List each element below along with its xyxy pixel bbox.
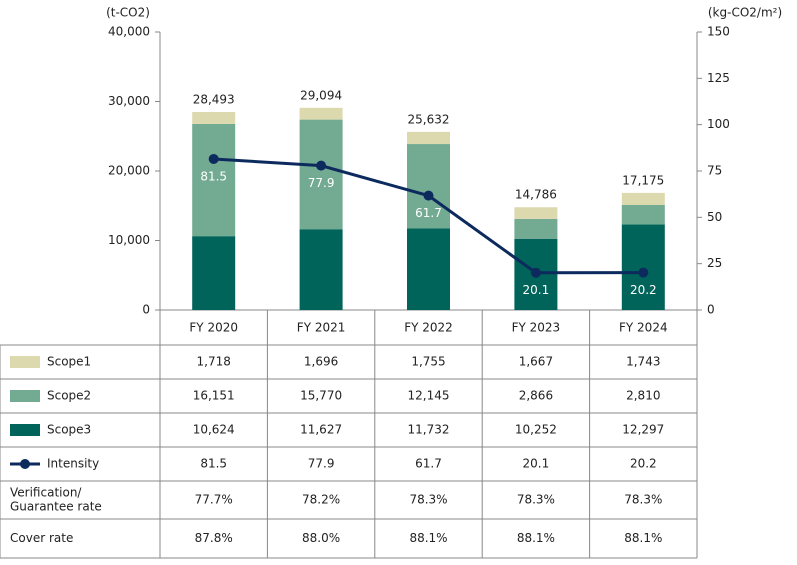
y2-tick-label: 125 xyxy=(707,71,730,85)
intensity-point xyxy=(423,190,434,201)
table-cell: 20.1 xyxy=(523,457,550,471)
intensity-point xyxy=(638,267,649,278)
total-label: 29,094 xyxy=(300,88,342,102)
y2-tick-label: 75 xyxy=(707,164,722,178)
table-row-label: Guarantee rate xyxy=(10,500,102,514)
y-axis-unit: (t-CO2) xyxy=(106,6,150,20)
legend-label: Scope3 xyxy=(47,423,91,437)
table-cell: 2,810 xyxy=(626,389,660,403)
table-cell: 77.9 xyxy=(308,457,335,471)
legend-label: Scope1 xyxy=(47,355,91,369)
table-cell: 11,627 xyxy=(300,423,342,437)
table-cell: 1,755 xyxy=(411,355,445,369)
legend-swatch xyxy=(10,356,40,368)
intensity-label: 20.2 xyxy=(630,283,657,297)
table-cell: 1,696 xyxy=(304,355,338,369)
y2-tick-label: 100 xyxy=(707,117,730,131)
x-tick-label: FY 2022 xyxy=(404,321,453,335)
table-cell: 1,743 xyxy=(626,355,660,369)
x-tick-label: FY 2020 xyxy=(189,321,238,335)
table-cell: 1,718 xyxy=(197,355,231,369)
table-cell: 78.2% xyxy=(302,493,340,507)
legend-swatch xyxy=(10,390,40,402)
y-tick-label: 20,000 xyxy=(108,164,150,178)
y-tick-label: 40,000 xyxy=(108,25,150,39)
table-cell: 15,770 xyxy=(300,389,342,403)
bar xyxy=(621,224,665,310)
y2-tick-label: 150 xyxy=(707,25,730,39)
bar xyxy=(299,229,343,310)
table-cell: 20.2 xyxy=(630,457,657,471)
bar xyxy=(192,111,236,124)
y2-axis-unit: (kg-CO2/m²) xyxy=(708,6,782,20)
bar xyxy=(299,119,343,230)
intensity-label: 81.5 xyxy=(200,169,227,183)
table-cell: 10,624 xyxy=(193,423,235,437)
total-label: 28,493 xyxy=(193,92,235,106)
total-label: 25,632 xyxy=(408,112,450,126)
intensity-label: 61.7 xyxy=(415,206,442,220)
table-cell: 87.8% xyxy=(195,531,233,545)
x-tick-label: FY 2021 xyxy=(297,321,346,335)
bar xyxy=(192,236,236,310)
bar xyxy=(299,107,343,120)
table-cell: 1,667 xyxy=(519,355,553,369)
y2-tick-label: 25 xyxy=(707,256,722,270)
table-cell: 88.1% xyxy=(624,531,662,545)
table-row-label: Cover rate xyxy=(10,531,73,545)
bar xyxy=(514,218,558,239)
bar xyxy=(514,207,558,219)
bar xyxy=(621,205,665,225)
table-cell: 88.0% xyxy=(302,531,340,545)
table-cell: 77.7% xyxy=(195,493,233,507)
y2-tick-label: 0 xyxy=(707,303,715,317)
y-tick-label: 30,000 xyxy=(108,94,150,108)
table-cell: 2,866 xyxy=(519,389,553,403)
table-cell: 78.3% xyxy=(624,493,662,507)
legend-label: Intensity xyxy=(47,457,99,471)
table-cell: 78.3% xyxy=(409,493,447,507)
legend-swatch xyxy=(10,424,40,436)
x-tick-label: FY 2023 xyxy=(512,321,561,335)
bar xyxy=(621,192,665,206)
table-cell: 78.3% xyxy=(517,493,555,507)
bar xyxy=(407,131,450,145)
table-cell: 12,297 xyxy=(622,423,664,437)
table-cell: 16,151 xyxy=(193,389,235,403)
table-cell: 81.5 xyxy=(200,457,227,471)
table-cell: 88.1% xyxy=(409,531,447,545)
intensity-label: 20.1 xyxy=(523,283,550,297)
total-label: 14,786 xyxy=(515,188,557,202)
total-label: 17,175 xyxy=(622,173,664,187)
y2-tick-label: 50 xyxy=(707,210,722,224)
bar xyxy=(407,144,450,229)
legend-label: Scope2 xyxy=(47,389,91,403)
x-tick-label: FY 2024 xyxy=(619,321,668,335)
y-tick-label: 10,000 xyxy=(108,233,150,247)
table-cell: 61.7 xyxy=(415,457,442,471)
table-cell: 12,145 xyxy=(408,389,450,403)
intensity-point xyxy=(316,160,327,171)
legend-marker xyxy=(20,459,30,469)
table-row-label: Verification/ xyxy=(10,486,82,500)
y-tick-label: 0 xyxy=(142,303,150,317)
intensity-label: 77.9 xyxy=(308,176,335,190)
intensity-point xyxy=(530,267,541,278)
bar xyxy=(407,228,450,310)
intensity-point xyxy=(208,153,219,164)
table-cell: 11,732 xyxy=(408,423,450,437)
table-cell: 10,252 xyxy=(515,423,557,437)
table-cell: 88.1% xyxy=(517,531,555,545)
bar xyxy=(192,123,236,237)
